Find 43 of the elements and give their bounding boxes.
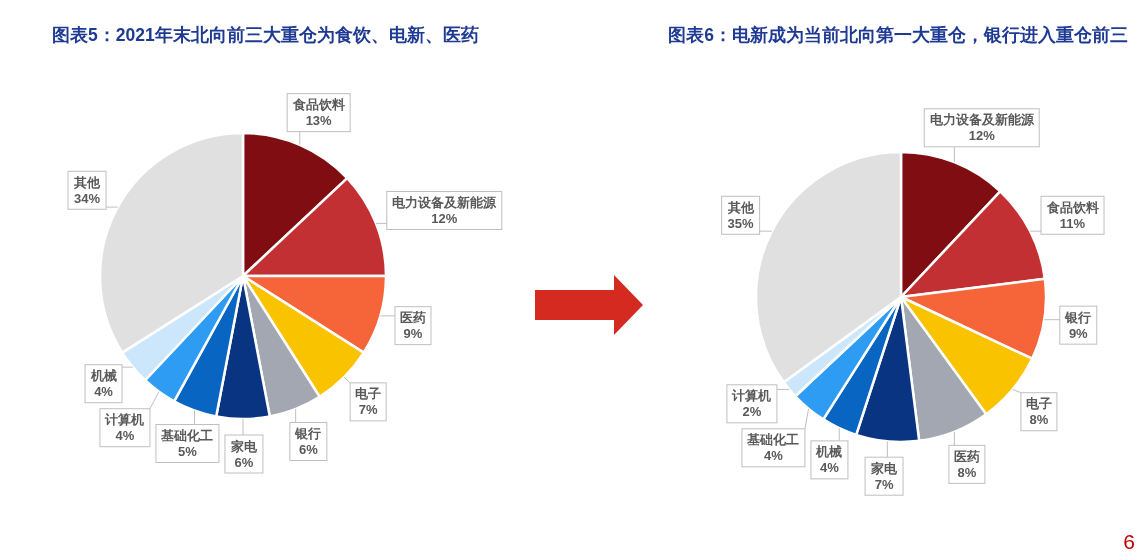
data-label: 8% (957, 464, 977, 480)
data-label: 11% (1059, 215, 1086, 231)
data-label: 12% (431, 210, 458, 226)
slice-label: 其他 (73, 174, 102, 190)
text: 6 (1123, 530, 1135, 553)
slice-label: 电子 (355, 386, 382, 402)
slice-label: 基础化工 (160, 427, 214, 443)
slice-label: 其他 (726, 199, 755, 215)
slice-label: 电子 (1025, 396, 1052, 412)
slice-label: 计算机 (104, 412, 145, 428)
slice-label: 基础化工 (746, 432, 800, 448)
data-label: 4% (820, 460, 840, 476)
data-label: 8% (1029, 412, 1049, 428)
slice-label: 食品饮料 (291, 97, 345, 113)
slice-label: 计算机 (731, 388, 772, 404)
slice-label: 电力设备及新能源 (929, 112, 1035, 128)
data-label: 4% (764, 448, 784, 464)
data-label: 13% (305, 113, 333, 129)
slice-label: 电力设备及新能源 (392, 194, 498, 210)
data-label: 5% (178, 443, 198, 459)
slice-label: 家电 (870, 460, 899, 476)
slice-label: 医药 (399, 310, 426, 326)
data-label: 9% (1068, 325, 1089, 341)
chart-title: 图表5：2021年末北向前三大重仓为食饮、电新、医药 (52, 25, 479, 45)
slice-label: 医药 (953, 448, 980, 464)
data-label: 7% (874, 476, 894, 492)
data-label: 2% (742, 404, 762, 420)
data-label: 9% (403, 326, 423, 342)
data-label: 4% (94, 384, 114, 400)
data-label: 4% (115, 428, 135, 444)
data-label: 35% (727, 215, 755, 231)
slice-label: 银行 (1064, 309, 1092, 325)
chart-title: 图表6：电新成为当前北向第一大重仓，银行进入重仓前三 (668, 25, 1128, 45)
slice-label: 食品饮料 (1045, 199, 1099, 215)
slice-label: 机械 (89, 368, 117, 384)
data-label: 6% (298, 442, 319, 457)
data-label: 6% (234, 454, 254, 470)
slice-label: 机械 (815, 444, 843, 460)
slice-label: 家电 (229, 438, 258, 454)
data-label: 7% (358, 402, 378, 418)
data-label: 12% (968, 128, 996, 144)
slice-label: 银行 (294, 426, 322, 441)
data-label: 34% (74, 190, 101, 206)
